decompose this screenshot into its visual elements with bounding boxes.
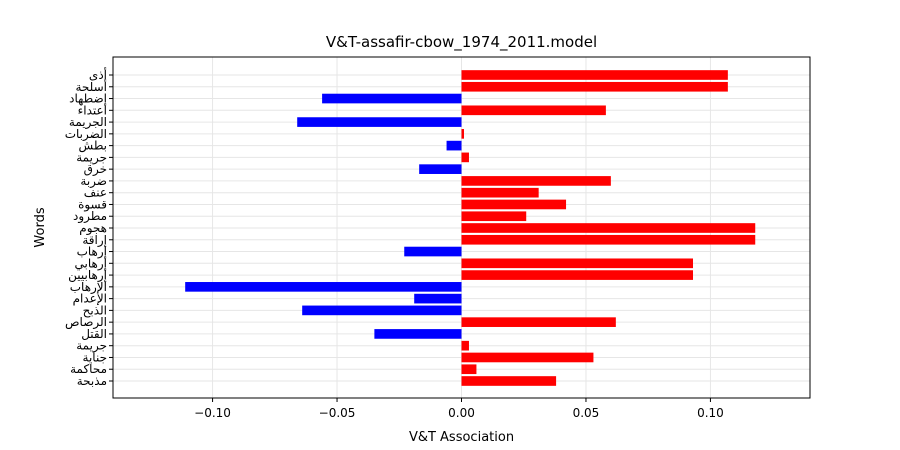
chart-title: V&T-assafir-cbow_1974_2011.model [326, 33, 597, 52]
bar [461, 317, 616, 327]
bar [185, 282, 462, 292]
y-tick-label: أذى [89, 67, 107, 82]
y-tick-label: القتل [81, 327, 107, 341]
bar [461, 223, 756, 233]
bar [322, 93, 462, 104]
x-axis-label: V&T Association [409, 430, 514, 445]
bar [374, 329, 462, 339]
bar [461, 258, 694, 269]
bar [302, 305, 462, 316]
y-tick-label: إرهابي [75, 256, 107, 271]
y-axis-label: Words [33, 207, 48, 247]
y-tick-label: جريمة [76, 339, 107, 354]
bar [461, 376, 557, 386]
bar [419, 164, 462, 174]
bar [446, 140, 462, 151]
y-tick-label: الرصاص [65, 315, 107, 330]
bar [297, 117, 462, 127]
bar [404, 246, 462, 257]
bar [461, 187, 539, 198]
y-tick-label: الجريمة [69, 115, 107, 130]
x-ticks: −0.10 −0.05 0.00 0.05 0.10 [194, 398, 724, 420]
y-tick-label: جريمة [76, 150, 107, 165]
y-tick-label: الضربات [65, 127, 107, 142]
bar [461, 199, 567, 210]
bar [461, 270, 694, 280]
bar [414, 293, 462, 304]
y-tick-label: عنف [84, 186, 107, 200]
y-tick-label: إرهابيين [68, 268, 107, 283]
y-ticks: أذىأسلحةإضطهاداعتداءالجريمةالضرباتبطشجري… [65, 67, 113, 388]
x-tick-label: 0.00 [448, 406, 475, 420]
y-tick-label: إضطهاد [69, 92, 107, 106]
y-tick-label: خرق [84, 162, 107, 177]
x-tick-label: −0.05 [319, 406, 356, 420]
y-tick-label: إرهاب [77, 245, 107, 260]
x-tick-label: 0.10 [697, 406, 724, 420]
bar [461, 70, 728, 80]
y-tick-label: بطش [79, 139, 107, 154]
bar [461, 234, 756, 245]
y-tick-label: مطرود [73, 209, 107, 224]
y-tick-label: جناية [83, 350, 107, 364]
y-tick-label: اعتداء [78, 103, 107, 117]
bar [461, 81, 728, 92]
bar [461, 152, 469, 163]
x-tick-label: −0.10 [194, 406, 231, 420]
y-tick-label: مذبحة [77, 374, 107, 388]
y-tick-label: الإعدام [73, 292, 107, 306]
bar [461, 129, 464, 139]
bars [185, 70, 756, 386]
y-tick-label: الذبح [83, 303, 107, 317]
y-tick-label: الإرهاب [70, 280, 107, 295]
bar [461, 364, 477, 375]
y-tick-label: إراقة [82, 233, 107, 248]
bar [461, 352, 594, 363]
y-tick-label: أسلحة [75, 79, 107, 94]
y-tick-label: قسوة [78, 197, 107, 212]
bar [461, 340, 469, 351]
x-tick-label: 0.05 [573, 406, 600, 420]
y-tick-label: ضربة [80, 174, 107, 189]
bar [461, 211, 527, 222]
y-tick-label: محاكمة [70, 362, 107, 376]
y-tick-label: هجوم [79, 221, 107, 236]
bar [461, 176, 611, 186]
bar [461, 105, 606, 116]
